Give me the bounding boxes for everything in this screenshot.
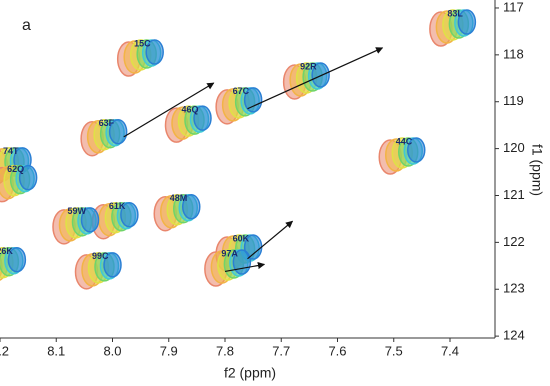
- y-tick-label: 119: [503, 93, 524, 108]
- y-tick-label: 122: [503, 234, 525, 249]
- shift-arrow: [247, 220, 294, 260]
- x-tick-label: 8.1: [47, 343, 65, 358]
- peak-contour: [457, 9, 477, 35]
- peak-contour: [407, 137, 426, 163]
- shift-arrow: [224, 261, 266, 273]
- peak: 97A: [204, 248, 252, 287]
- peak: 61K: [91, 201, 139, 240]
- x-tick-label: 7.8: [216, 343, 234, 358]
- y-tick-label: 123: [503, 281, 525, 296]
- peak: 59W: [52, 206, 100, 245]
- peak: 99C: [74, 251, 122, 290]
- peak-contour: [103, 252, 122, 278]
- peak-label: 48M: [170, 193, 188, 203]
- peak-label: 44C: [396, 136, 413, 146]
- peak: 44C: [378, 136, 426, 175]
- peak-contour: [182, 193, 201, 220]
- peak-label: 61K: [109, 201, 126, 211]
- peak: 62Q: [0, 164, 38, 203]
- y-tick-label: 124: [503, 328, 525, 343]
- peak-contour: [145, 39, 164, 65]
- peak: 83L: [429, 8, 477, 47]
- x-tick-label: 7.7: [272, 343, 290, 358]
- y-tick-label: 121: [503, 187, 525, 202]
- x-tick-label: 7.9: [160, 343, 178, 358]
- peak-label: 74T: [3, 146, 19, 156]
- shift-arrow: [247, 47, 384, 110]
- peak-label: 63F: [99, 118, 115, 128]
- peak: 15C: [116, 38, 164, 77]
- peak-label: 126K: [0, 246, 13, 256]
- y-axis-title: f1 (ppm): [529, 144, 545, 196]
- panel-label: a: [22, 17, 31, 34]
- peak-label: 83L: [447, 8, 463, 18]
- peak: 126K: [0, 246, 27, 281]
- y-tick-label: 117: [503, 0, 524, 14]
- x-tick-label: 8.2: [0, 343, 9, 358]
- peak-label: 97A: [221, 248, 238, 258]
- peak-contour: [243, 87, 263, 113]
- peak-label: 67C: [233, 86, 250, 96]
- y-tick-label: 120: [503, 140, 525, 155]
- peak-contour: [311, 62, 330, 88]
- x-axis-title: f2 (ppm): [224, 365, 276, 381]
- peak: 63F: [80, 118, 128, 157]
- peak: 92R: [282, 61, 330, 100]
- peak-contour: [7, 246, 27, 273]
- peak-contour: [193, 105, 212, 131]
- peak-label: 46Q: [181, 105, 198, 115]
- peak-label: 59W: [67, 206, 86, 216]
- x-tick-label: 7.4: [441, 343, 459, 358]
- plot-area: 83L 15C 67C 92R 46Q 63F 44C 74T 62Q 48M 61K 59W 60K 9…: [0, 8, 477, 290]
- peak-label: 60K: [233, 233, 250, 243]
- y-tick-label: 118: [503, 46, 524, 61]
- peak-contour: [80, 207, 100, 233]
- peak-contour: [120, 201, 139, 228]
- x-tick-label: 8.0: [103, 343, 121, 358]
- x-tick-label: 7.6: [328, 343, 346, 358]
- peak: 48M: [153, 193, 201, 232]
- peak-label: 92R: [300, 61, 317, 71]
- shift-arrow: [123, 82, 215, 138]
- peak-contour: [108, 118, 128, 145]
- peak-label: 99C: [92, 251, 109, 261]
- x-tick-label: 7.5: [385, 343, 403, 358]
- peak-contour: [18, 164, 38, 191]
- peak-label: 62Q: [7, 164, 24, 174]
- peak-label: 15C: [134, 38, 151, 48]
- peak: 46Q: [164, 105, 212, 143]
- peak: 67C: [215, 86, 263, 125]
